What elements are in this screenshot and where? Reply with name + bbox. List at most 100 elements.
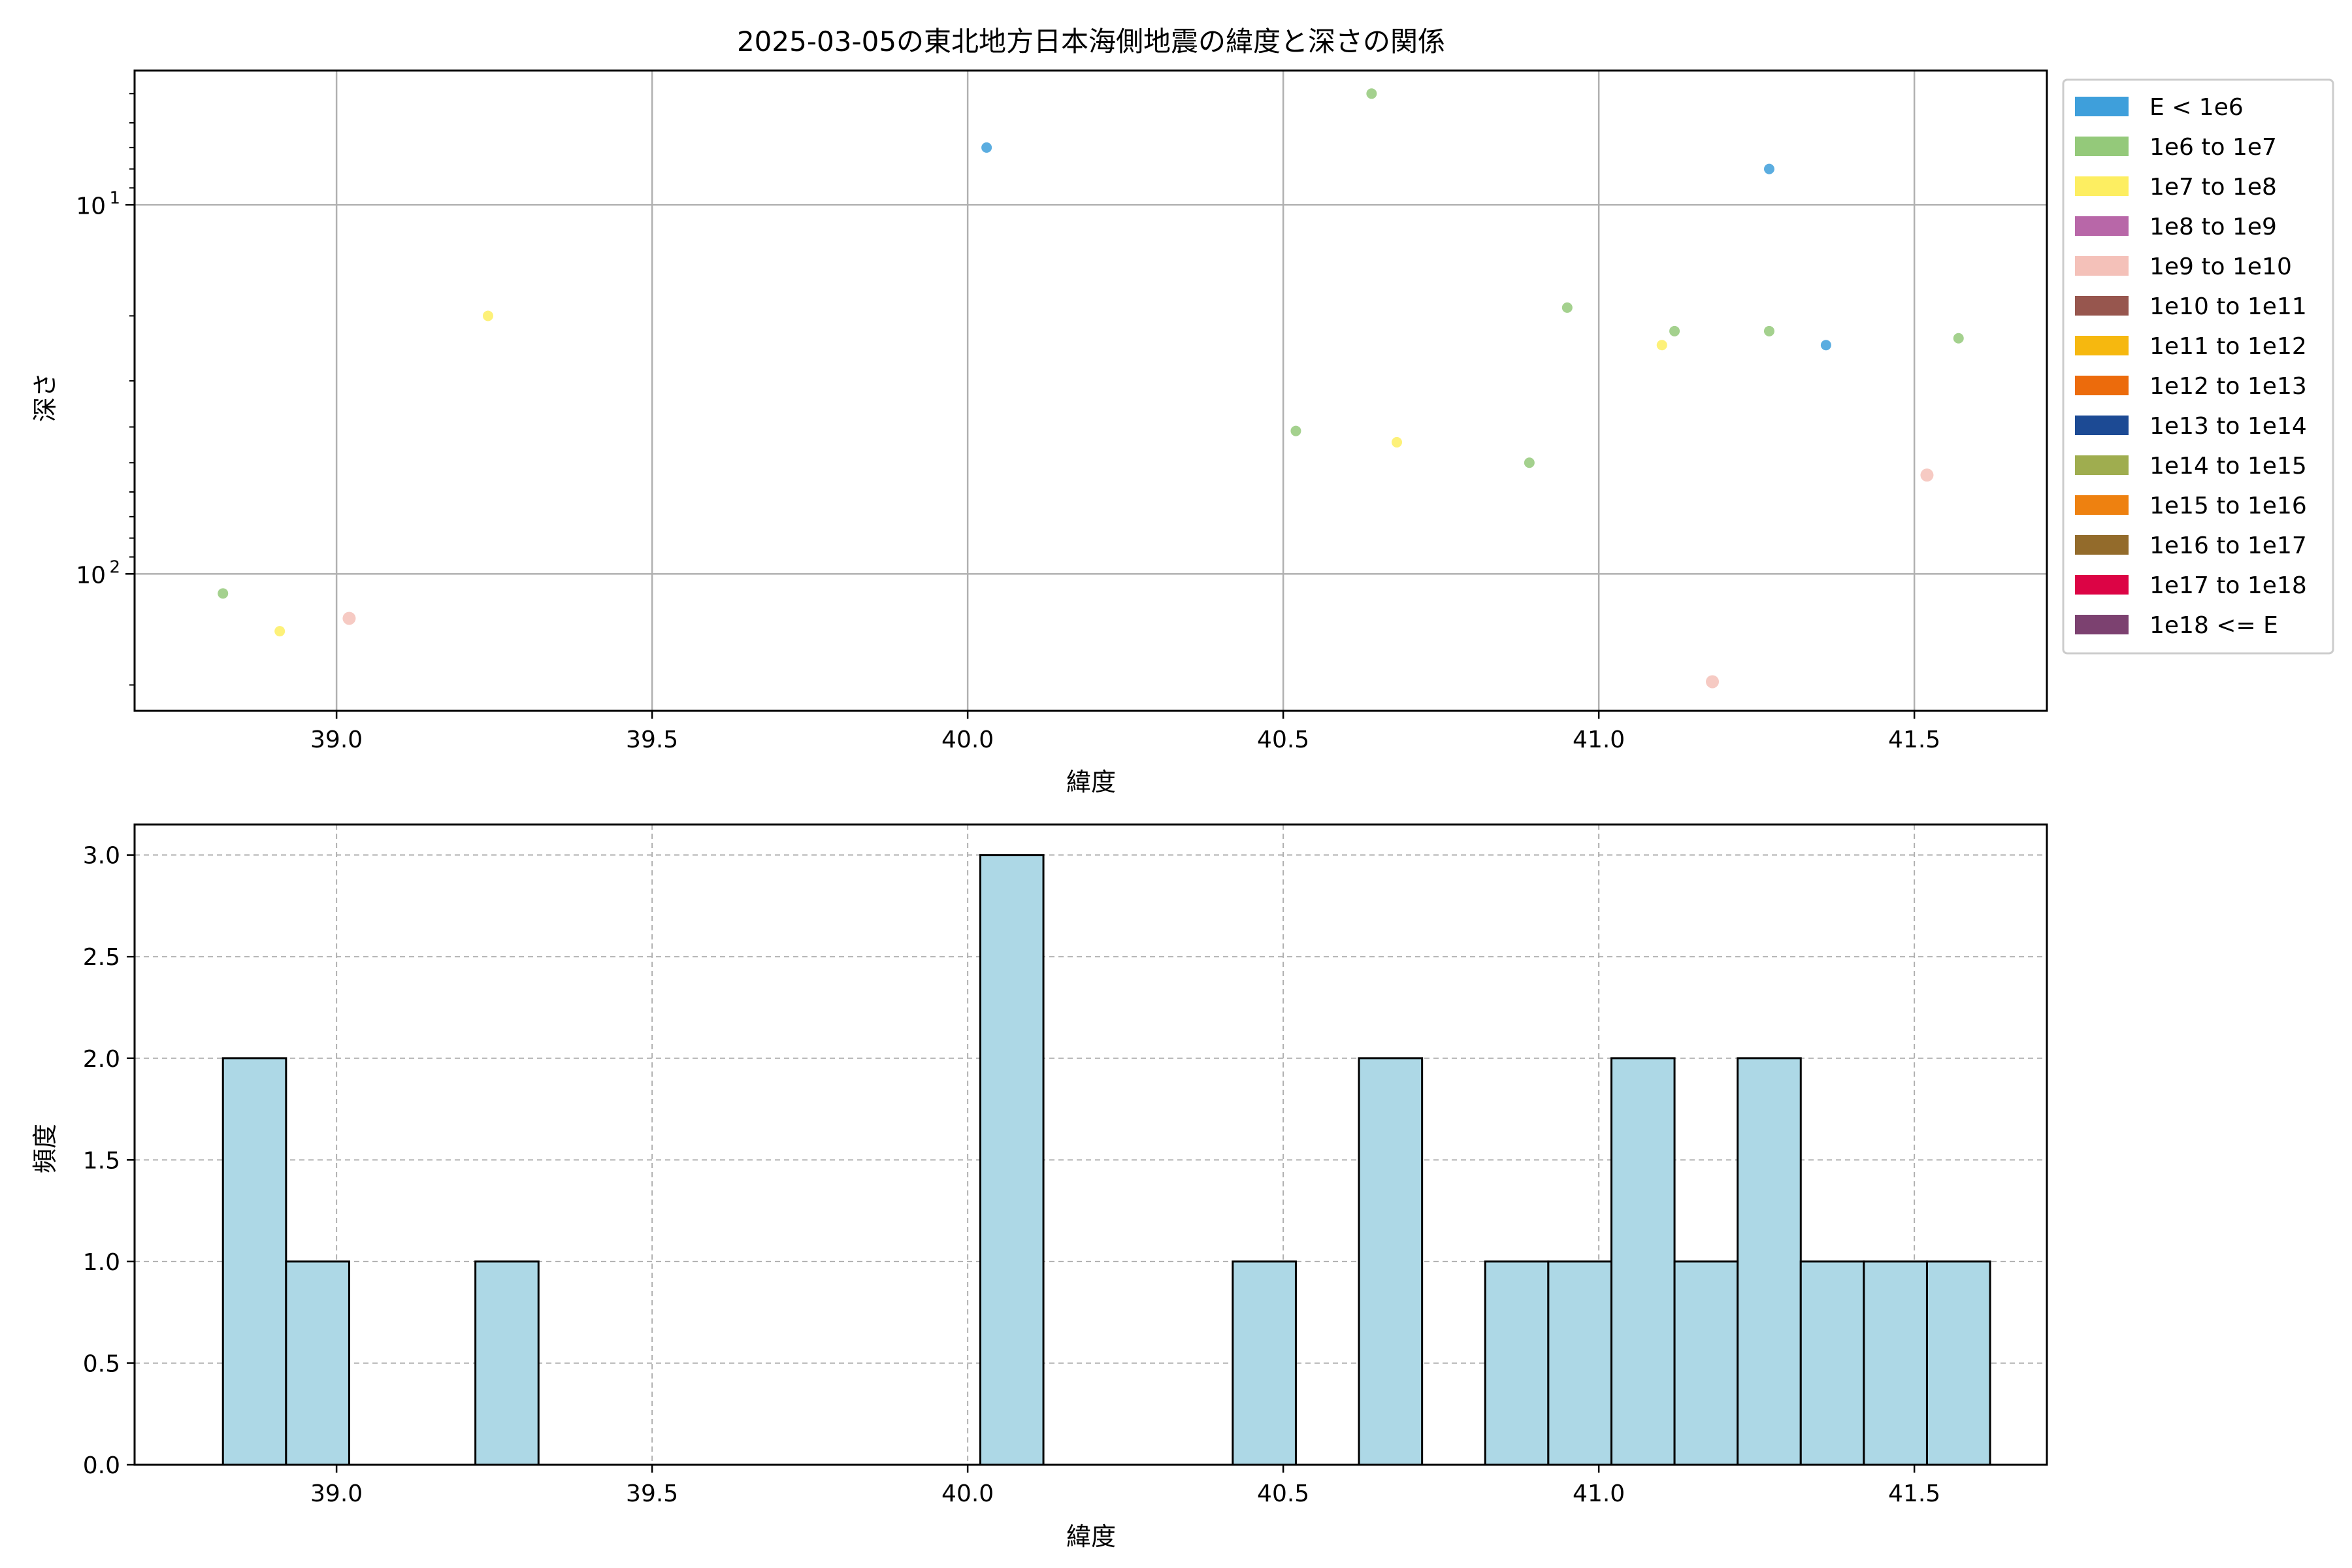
histogram-x-tick-label: 39.0 [310,1480,363,1507]
legend-label: 1e7 to 1e8 [2149,174,2277,201]
legend-label: 1e11 to 1e12 [2149,333,2307,360]
legend-swatch [2075,416,2129,435]
scatter-plot-frame [133,69,2048,712]
scatter-x-tick-label: 41.0 [1573,727,1625,753]
legend-label: 1e16 to 1e17 [2149,532,2307,559]
histogram-y-tick-label: 2.5 [83,944,120,971]
legend-label: 1e12 to 1e13 [2149,373,2307,400]
legend-label: 1e14 to 1e15 [2149,453,2307,480]
legend-entry: E < 1e6 [2075,94,2244,121]
histogram-x-tick-label: 41.5 [1888,1480,1940,1507]
legend-entry: 1e11 to 1e12 [2075,333,2307,360]
legend-entry: 1e9 to 1e10 [2075,253,2292,280]
scatter-point [482,310,493,321]
scatter-x-tick-label: 39.0 [310,727,363,753]
histogram-y-tick-label: 0.5 [83,1350,120,1377]
histogram-bars [221,854,1991,1466]
legend-swatch [2075,176,2129,196]
histogram-y-tick-label: 0.0 [83,1452,120,1479]
scatter-y-tick-exponent: 2 [109,557,120,577]
scatter-point [342,612,356,625]
legend-swatch [2075,455,2129,475]
scatter-point [1366,88,1377,99]
legend-entries: E < 1e6 1e6 to 1e7 1e7 to 1e8 1e8 to 1e9 1e9… [2075,94,2307,639]
scatter-point [1524,457,1535,468]
histogram-bar [1358,1057,1424,1466]
histogram-bar [1547,1260,1612,1466]
scatter-point [1953,333,1964,344]
histogram-x-tick-label: 40.0 [941,1480,994,1507]
scatter-y-tick-base: 10 [76,562,106,589]
histogram-bar [979,854,1045,1466]
scatter-point [1561,302,1573,313]
legend-swatch [2075,296,2129,316]
histogram-bar [1484,1260,1550,1466]
legend-entry: 1e6 to 1e7 [2075,134,2277,161]
legend-label: E < 1e6 [2149,94,2244,121]
chart-title: 2025-03-05の東北地方日本海側地震の緯度と深さの関係 [737,25,1445,57]
scatter-point [1656,340,1667,351]
legend-label: 1e6 to 1e7 [2149,134,2277,161]
legend-label: 1e13 to 1e14 [2149,413,2307,440]
legend: E < 1e6 1e6 to 1e7 1e7 to 1e8 1e8 to 1e9 1e9… [2062,78,2334,655]
scatter-y-tick-base: 10 [76,193,106,220]
legend-entry: 1e12 to 1e13 [2075,373,2307,400]
scatter-y-axis-label: 深さ [31,372,59,422]
histogram-x-axis-label: 緯度 [1066,1522,1116,1551]
histogram-x-ticks: 39.0 39.5 40.0 40.5 41.0 41.5 [310,1465,1940,1507]
scatter-x-tick-label: 40.0 [941,727,994,753]
scatter-chart: 2025-03-05の東北地方日本海側地震の緯度と深さの関係 39.0 39.5 4… [31,25,2334,796]
legend-entry: 1e16 to 1e17 [2075,532,2307,559]
legend-swatch [2075,336,2129,355]
legend-swatch [2075,216,2129,236]
histogram-y-tick-label: 1.0 [83,1249,120,1276]
legend-box [2062,78,2334,655]
legend-entry: 1e8 to 1e9 [2075,214,2277,240]
histogram-y-axis-label: 頻度 [31,1124,59,1173]
legend-swatch [2075,256,2129,276]
histogram-y-tick-label: 1.5 [83,1147,120,1174]
histogram-x-tick-label: 39.5 [626,1480,678,1507]
legend-entry: 1e18 <= E [2075,612,2278,639]
histogram-bar [1925,1260,1991,1466]
histogram-chart: 39.0 39.5 40.0 40.5 41.0 41.5 0.0 0.5 1.0 1.5 2.0… [31,823,2048,1551]
legend-swatch [2075,615,2129,634]
scatter-points [218,88,1964,689]
scatter-point [218,588,229,599]
scatter-point [1290,425,1301,436]
legend-label: 1e18 <= E [2149,612,2278,639]
scatter-point [1706,675,1720,689]
scatter-x-ticks: 39.0 39.5 40.0 40.5 41.0 41.5 [310,711,1940,753]
legend-swatch [2075,495,2129,515]
scatter-y-tick-label: 10 [76,193,106,220]
histogram-x-tick-label: 40.5 [1257,1480,1309,1507]
scatter-point [1392,436,1403,448]
scatter-point [1820,340,1831,351]
legend-swatch [2075,535,2129,555]
histogram-y-tick-label: 3.0 [83,843,120,870]
histogram-x-tick-label: 41.0 [1573,1480,1625,1507]
histogram-bar [474,1260,540,1466]
histogram-bar [1610,1057,1676,1466]
histogram-y-ticks: 0.0 0.5 1.0 1.5 2.0 2.5 3.0 [83,843,135,1479]
legend-swatch [2075,137,2129,156]
legend-entry: 1e13 to 1e14 [2075,413,2307,440]
legend-label: 1e9 to 1e10 [2149,253,2292,280]
histogram-bar [1863,1260,1928,1466]
scatter-point [1763,163,1774,174]
legend-label: 1e10 to 1e11 [2149,293,2307,320]
legend-label: 1e8 to 1e9 [2149,214,2277,240]
histogram-bar [221,1057,287,1466]
scatter-x-tick-label: 39.5 [626,727,678,753]
scatter-x-tick-label: 40.5 [1257,727,1309,753]
scatter-point [1763,325,1774,336]
scatter-y-tick-exponent: 1 [109,188,120,208]
scatter-point [274,626,286,637]
scatter-x-tick-label: 41.5 [1888,727,1940,753]
legend-entry: 1e15 to 1e16 [2075,493,2307,519]
scatter-x-axis-label: 緯度 [1066,768,1116,796]
scatter-y-tick-label: 10 [76,562,106,589]
